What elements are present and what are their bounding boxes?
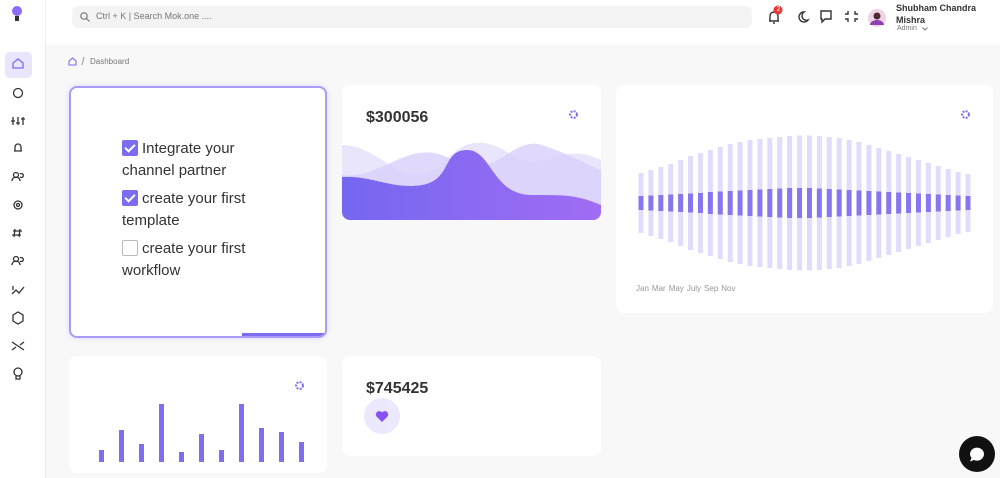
- wave-bar-inner: [955, 195, 961, 211]
- wave-bar-inner: [648, 195, 654, 211]
- wave-bar-inner: [846, 190, 852, 216]
- topbar-icons: [769, 5, 858, 24]
- checklist-text: create your first workflow: [122, 240, 246, 279]
- wave-bar-inner: [767, 189, 773, 217]
- chat-button[interactable]: [959, 436, 995, 472]
- sidebar: [0, 0, 46, 478]
- bar: [199, 434, 204, 462]
- month-labels: Jan Mar May July Sep Nov: [636, 284, 736, 293]
- checkbox[interactable]: [122, 140, 138, 156]
- wave-bar-inner: [777, 188, 783, 218]
- wave-bar-inner: [707, 192, 713, 214]
- settings-icon[interactable]: [961, 110, 970, 119]
- wave-bar-inner: [668, 194, 674, 212]
- wave-bar-inner: [945, 195, 951, 211]
- sidebar-icons: [5, 6, 32, 380]
- checklist-item: Integrate your channel partner: [122, 138, 272, 182]
- breadcrumb: Dashboard: [90, 57, 130, 66]
- user-name: Shubham Chandra Mishra: [896, 3, 977, 25]
- wave-bar-inner: [935, 194, 941, 212]
- month-label: Jan: [636, 284, 649, 293]
- avatar[interactable]: [868, 9, 886, 27]
- wave-bar-inner: [717, 191, 723, 215]
- moon-icon[interactable]: [798, 11, 810, 23]
- wave-bar-inner: [896, 192, 902, 214]
- stat-card: $745425: [342, 356, 601, 456]
- wave-bar-inner: [866, 191, 872, 215]
- bar-chart: [99, 404, 304, 462]
- settings-icon[interactable]: [569, 110, 578, 119]
- bar: [139, 444, 144, 462]
- wave-bar-inner: [856, 190, 862, 216]
- wave-bar-inner: [836, 189, 842, 217]
- settings-icon[interactable]: [295, 381, 304, 390]
- wave-bar-inner: [886, 192, 892, 214]
- checkbox[interactable]: [122, 240, 138, 256]
- wave-bar-inner: [965, 196, 971, 210]
- wave-bar-inner: [816, 188, 822, 218]
- wave-bar-inner: [797, 188, 803, 218]
- bar: [299, 442, 304, 462]
- wave-bar-inner: [915, 193, 921, 213]
- month-label: Mar: [651, 284, 666, 293]
- bar: [279, 432, 284, 462]
- wave-bar-inner: [876, 191, 882, 215]
- wave-bar-inner: [747, 190, 753, 216]
- checkbox[interactable]: [122, 190, 138, 206]
- bar: [219, 450, 224, 462]
- wave-bar-inner: [757, 189, 763, 217]
- checklist: Integrate your channel partner create you…: [122, 138, 272, 282]
- wave-bar-inner: [678, 194, 684, 212]
- bar: [99, 450, 104, 462]
- checklist-text: create your first template: [122, 190, 246, 229]
- wave-bar-inner: [727, 191, 733, 215]
- breadcrumb-icons: [68, 56, 85, 66]
- waves: [342, 142, 601, 220]
- bar-chart-card: [69, 356, 327, 473]
- checklist-text: Integrate your channel partner: [122, 140, 235, 179]
- wave-bar-inner: [737, 190, 743, 216]
- stat-card: $300056: [342, 85, 601, 220]
- stat-value: $745425: [366, 380, 429, 397]
- checklist-card: Integrate your channel partner create you…: [69, 86, 327, 338]
- month-label: Nov: [721, 284, 736, 293]
- bar: [119, 430, 124, 462]
- chat-icon[interactable]: [820, 10, 832, 24]
- month-label: July: [686, 284, 702, 293]
- wave-bar-inner: [906, 193, 912, 213]
- bar: [239, 404, 244, 462]
- compress-icon[interactable]: [845, 11, 858, 22]
- bar: [179, 452, 184, 462]
- month-label: May: [668, 284, 684, 293]
- heart-icon: [364, 398, 400, 434]
- checklist-item: create your first template: [122, 188, 272, 232]
- wave-bar-inner: [925, 194, 931, 212]
- notification-count: 2: [776, 6, 781, 13]
- wave-bar-inner: [826, 189, 832, 217]
- wave-bar-inner: [688, 193, 694, 213]
- wave-bar-inner: [806, 188, 812, 218]
- wave-chart-card: Jan Mar May July Sep Nov: [616, 85, 993, 313]
- stat-value: $300056: [366, 109, 429, 126]
- wave-chart: [638, 135, 971, 271]
- wave-bar-inner: [638, 196, 644, 210]
- wave-bar-inner: [697, 193, 703, 213]
- checklist-item: create your first workflow: [122, 238, 272, 282]
- progress-bar: [242, 333, 325, 336]
- user-role: Admin: [897, 25, 917, 32]
- wave-bar-inner: [787, 188, 793, 218]
- bar: [159, 404, 164, 462]
- month-label: Sep: [704, 284, 719, 293]
- role-chevron: [922, 27, 928, 31]
- bar: [259, 428, 264, 462]
- search-box[interactable]: [72, 6, 752, 28]
- wave-bar-inner: [658, 195, 664, 211]
- search-icon: [80, 12, 90, 22]
- search-placeholder: Ctrl + K | Search Mok.one ....: [96, 11, 212, 21]
